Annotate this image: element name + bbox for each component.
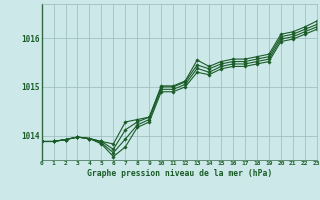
X-axis label: Graphe pression niveau de la mer (hPa): Graphe pression niveau de la mer (hPa)	[87, 169, 272, 178]
